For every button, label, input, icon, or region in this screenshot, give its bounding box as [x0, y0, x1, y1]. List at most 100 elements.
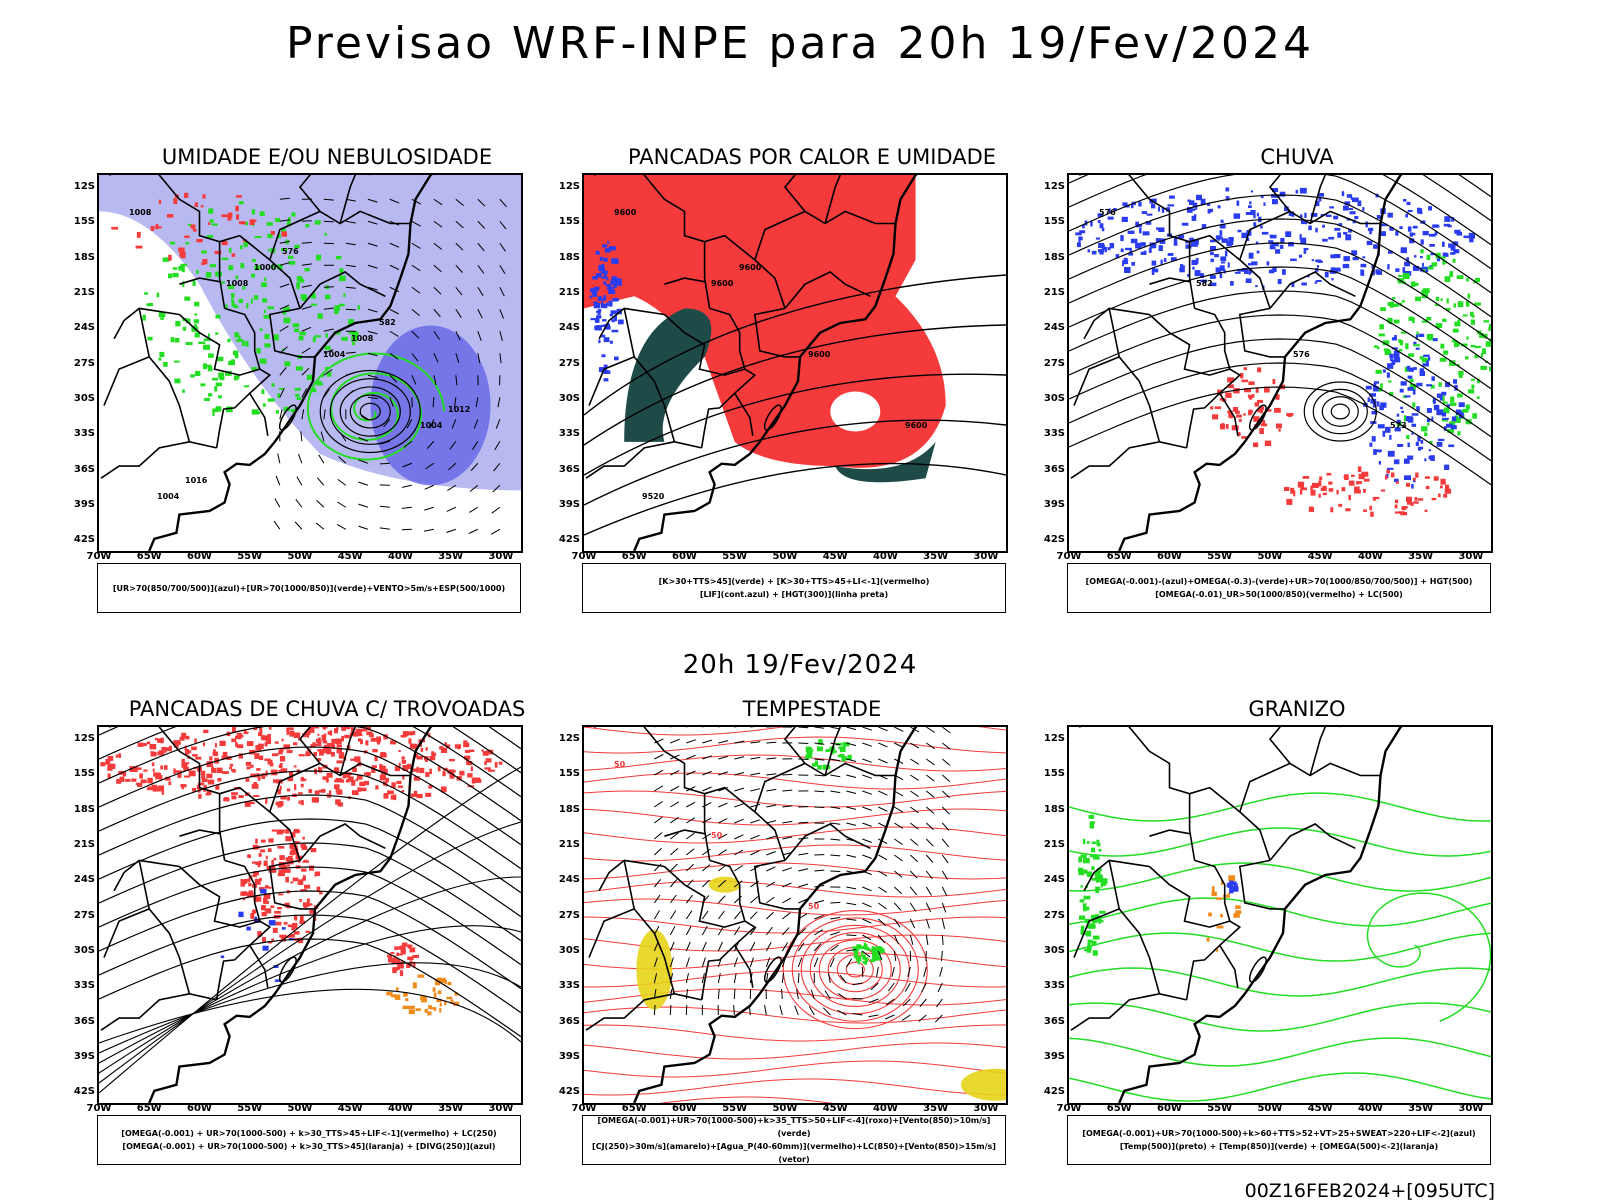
wind-vector — [447, 507, 456, 511]
border-line — [179, 830, 219, 836]
omega-area — [1372, 436, 1376, 442]
omega-area — [1400, 407, 1403, 409]
omega-strong-area — [1459, 375, 1463, 378]
border-line — [1149, 308, 1229, 375]
omega-strong-area — [1415, 297, 1421, 302]
omega-area — [1413, 226, 1418, 229]
legend-line: [OMEGA(-0.01)_UR>50(1000/850)(vermelho) … — [1155, 588, 1403, 601]
humidity-low-cell — [174, 338, 179, 343]
omega-strong-area — [1413, 344, 1420, 346]
contour-label: 1004 — [323, 350, 346, 359]
wind-vector — [942, 775, 949, 782]
thunderstorm-area — [469, 750, 474, 753]
lif-contour — [602, 319, 606, 321]
omega-area — [1241, 233, 1247, 238]
thickness-contour — [191, 225, 196, 229]
lif-contour — [608, 290, 615, 295]
lat-tick: 36S — [1035, 1016, 1065, 1027]
omega-strong-area — [1412, 402, 1415, 407]
omega-area — [1387, 468, 1394, 470]
rain-area — [1329, 488, 1334, 492]
humidity-low-cell — [234, 306, 239, 308]
thunderstorm-area — [359, 730, 361, 735]
omega-area — [1349, 208, 1353, 210]
rain-area — [1312, 483, 1319, 488]
thunderstorm-area — [472, 778, 475, 784]
wind-vector — [670, 880, 677, 888]
omega-area — [1394, 335, 1397, 340]
unstable-area — [428, 1005, 432, 1009]
map-granizo[interactable] — [1067, 725, 1493, 1105]
omega-area — [1448, 445, 1454, 448]
humidity-low-cell — [225, 304, 227, 308]
lat-tick: 30S — [550, 393, 580, 404]
thunderstorm-area — [317, 734, 319, 736]
omega-strong-area — [1468, 294, 1471, 299]
lif-contour — [600, 257, 604, 261]
lon-tick: 40W — [870, 551, 900, 562]
thunderstorm-area — [364, 781, 369, 785]
wind-vector — [491, 529, 500, 534]
omega-area — [1404, 459, 1410, 464]
humidity-low-cell — [180, 264, 187, 266]
wind-vector — [654, 786, 663, 791]
omega-strong-area — [1480, 366, 1487, 370]
omega-area — [1416, 442, 1419, 446]
omega500-area — [1207, 938, 1210, 942]
temp850-contour — [1080, 899, 1085, 902]
wind-vector — [766, 805, 776, 807]
thunderstorm-area — [315, 874, 317, 877]
humidity-low-cell — [334, 309, 338, 314]
panel-legend: [OMEGA(-0.001) + UR>70(1000-500) + k>30_… — [97, 1115, 521, 1165]
omega-area — [1427, 408, 1432, 413]
humidity-low-cell — [358, 305, 360, 310]
omega-area — [1394, 358, 1400, 363]
thickness-contour — [136, 246, 143, 249]
thunderstorm-area — [215, 743, 217, 747]
thunderstorm-area — [262, 912, 267, 916]
divergence-cell — [282, 927, 286, 930]
thunderstorm-area — [360, 739, 363, 744]
thunderstorm-area — [258, 776, 261, 781]
wind-vector — [830, 871, 840, 872]
humidity-low-cell — [261, 389, 264, 394]
wind-vector — [766, 867, 775, 871]
humidity-low-cell — [300, 279, 305, 283]
thunderstorm-area — [291, 927, 294, 931]
humidity-low-cell — [229, 265, 234, 270]
wind-vector — [942, 807, 949, 814]
lon-tick: 50W — [285, 1103, 315, 1114]
omega-area — [1416, 348, 1420, 350]
rain-area — [1395, 500, 1398, 504]
wind-vector — [702, 740, 712, 743]
wind-vector — [942, 887, 946, 896]
thickness-contour — [221, 214, 228, 217]
omega-area — [1438, 411, 1441, 416]
thunderstorm-area — [285, 865, 290, 867]
lon-tick: 40W — [1355, 1103, 1385, 1114]
lon-tick: 55W — [1205, 551, 1235, 562]
thunderstorm-area — [143, 743, 147, 746]
omega-area — [1088, 249, 1091, 252]
thunderstorm-area — [139, 773, 143, 778]
temp850-contour — [1093, 856, 1100, 859]
thunderstorm-area — [290, 881, 293, 883]
thunderstorm-area — [153, 769, 155, 772]
temp850-contour — [1087, 841, 1090, 844]
thunderstorm-area — [402, 756, 405, 759]
map-pancadas-trovoadas[interactable] — [97, 725, 523, 1105]
wind-vector — [926, 887, 931, 896]
lat-tick: 42S — [65, 534, 95, 545]
omega-area — [1429, 449, 1431, 451]
thunderstorm-area — [399, 946, 405, 950]
wind-vector — [926, 775, 934, 781]
wind-vector — [750, 804, 760, 807]
rain-area — [1233, 407, 1238, 412]
wind-vector — [686, 864, 693, 871]
